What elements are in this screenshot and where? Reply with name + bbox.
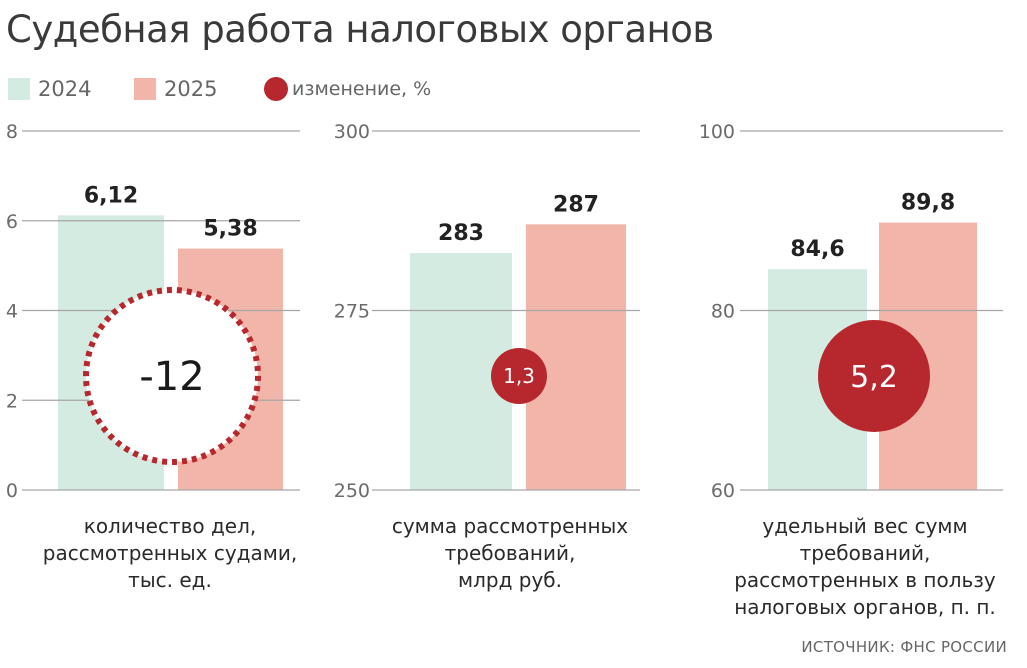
chart3-value-label-2024: 84,6 [790,237,844,262]
chart1-caption-line-3: тыс. ед. [128,568,212,592]
chart1-ytick-4: 4 [6,301,18,323]
legend-swatch-2024 [8,78,30,100]
legend-swatch-2025 [134,78,156,100]
chart1-change-label: -12 [139,354,204,400]
source-note: ИСТОЧНИК: ФНС РОССИИ [801,638,1007,656]
chart2-change-label: 1,3 [503,364,535,388]
chart3-ytick-60: 60 [711,480,735,502]
legend-item-2024: 2024 [8,74,91,104]
chart3-caption-line-4: налоговых органов, п. п. [734,595,996,619]
chart1-change-ring [83,287,261,465]
chart1-ytick-2: 2 [6,390,18,412]
chart1-ytick-0: 0 [6,480,18,502]
chart3-ytick-80: 80 [711,301,735,323]
chart1-caption-line-1: количество дел, [84,514,257,538]
chart1-ytick-8: 8 [6,121,18,143]
legend-label-2025: 2025 [164,77,218,101]
chart2-ytick-250: 250 [334,480,370,502]
legend-dot-change [264,77,288,101]
chart2-caption-line-2: требований, [445,541,576,565]
chart3-change-circle [818,320,930,432]
legend-label-2024: 2024 [38,77,92,101]
legend-item-2025: 2025 [134,74,217,104]
chart2-value-label-2024: 283 [438,221,484,246]
chart3-value-label-2025: 89,8 [901,191,955,216]
chart3-caption-line-2: требований, [800,541,931,565]
chart3-caption-line-3: рассмотренных в пользу [734,568,996,592]
chart2-ytick-300: 300 [334,121,370,143]
chart2-value-label-2025: 287 [553,192,599,217]
chart2-ytick-275: 275 [334,301,370,323]
chart2-bar-2025 [526,224,626,490]
legend-item-change: изменение, % [264,74,431,104]
legend-label-change: изменение, % [292,78,432,100]
chart3-caption-line-1: удельный вес сумм [762,514,967,538]
chart1-value-label-2025: 5,38 [203,217,257,242]
chart3-ytick-100: 100 [699,121,735,143]
chart1-value-label-2024: 6,12 [84,183,138,208]
chart3-change-label: 5,2 [850,360,898,395]
chart2-change-circle [491,348,547,404]
chart1-ytick-6: 6 [6,211,18,233]
chart2-caption-line-1: сумма рассмотренных [392,514,628,538]
chart2-caption-line-3: млрд руб. [458,568,562,592]
chart-title: Судебная работа налоговых органов [6,8,714,51]
chart1-caption-line-2: рассмотренных судами, [43,541,297,565]
